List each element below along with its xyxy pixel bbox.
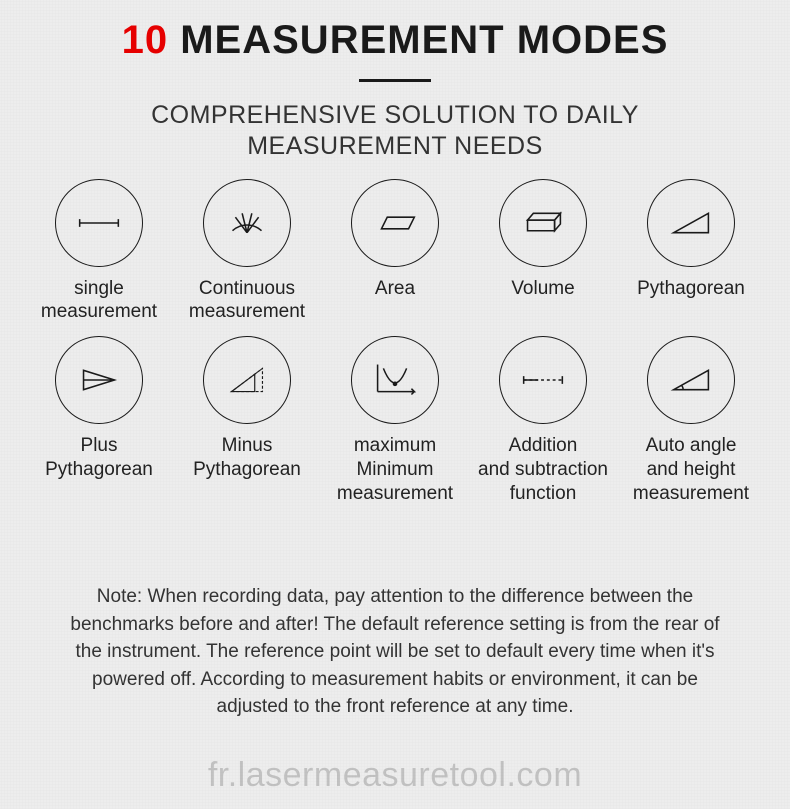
mode-label: Addition and subtraction function	[478, 434, 608, 505]
subtitle: COMPREHENSIVE SOLUTION TO DAILY MEASUREM…	[30, 100, 760, 163]
mode-label: maximum Minimum measurement	[337, 434, 453, 505]
mode-label: single measurement	[41, 277, 157, 325]
title-count: 10	[122, 18, 169, 62]
continuous-icon	[203, 179, 291, 267]
mode-add-sub: Addition and subtraction function	[474, 336, 612, 505]
mode-continuous: Continuous measurement	[178, 179, 316, 325]
pythag-icon	[647, 179, 735, 267]
page-title: 10 MEASUREMENT MODES	[30, 18, 760, 63]
mode-label: Auto angle and height measurement	[633, 434, 749, 505]
mode-label: Area	[375, 277, 415, 301]
mode-single: single measurement	[30, 179, 168, 325]
mode-area: Area	[326, 179, 464, 325]
plus-pythag-icon	[55, 336, 143, 424]
mode-pythagorean: Pythagorean	[622, 179, 760, 325]
volume-icon	[499, 179, 587, 267]
maxmin-icon	[351, 336, 439, 424]
area-icon	[351, 179, 439, 267]
mode-label: Plus Pythagorean	[30, 434, 168, 482]
mode-auto-angle: Auto angle and height measurement	[622, 336, 760, 505]
autoangle-icon	[647, 336, 735, 424]
title-rest: MEASUREMENT MODES	[168, 18, 668, 62]
subtitle-line-2: MEASUREMENT NEEDS	[247, 132, 543, 160]
mode-label: Volume	[511, 277, 574, 301]
mode-max-min: maximum Minimum measurement	[326, 336, 464, 505]
subtitle-line-1: COMPREHENSIVE SOLUTION TO DAILY	[151, 101, 639, 129]
footnote: Note: When recording data, pay attention…	[30, 583, 760, 721]
watermark: fr.lasermeasuretool.com	[0, 756, 790, 795]
infographic-root: 10 MEASUREMENT MODES COMPREHENSIVE SOLUT…	[0, 0, 790, 721]
single-icon	[55, 179, 143, 267]
addsub-icon	[499, 336, 587, 424]
mode-label: Pythagorean	[637, 277, 745, 301]
mode-label: Continuous measurement	[189, 277, 305, 325]
title-divider	[359, 79, 431, 82]
minus-pythag-icon	[203, 336, 291, 424]
modes-grid: single measurement Continuous measuremen…	[30, 179, 760, 506]
mode-volume: Volume	[474, 179, 612, 325]
mode-minus-pythagorean: Minus Pythagorean	[178, 336, 316, 505]
mode-plus-pythagorean: Plus Pythagorean	[30, 336, 168, 505]
mode-label: Minus Pythagorean	[193, 434, 301, 482]
